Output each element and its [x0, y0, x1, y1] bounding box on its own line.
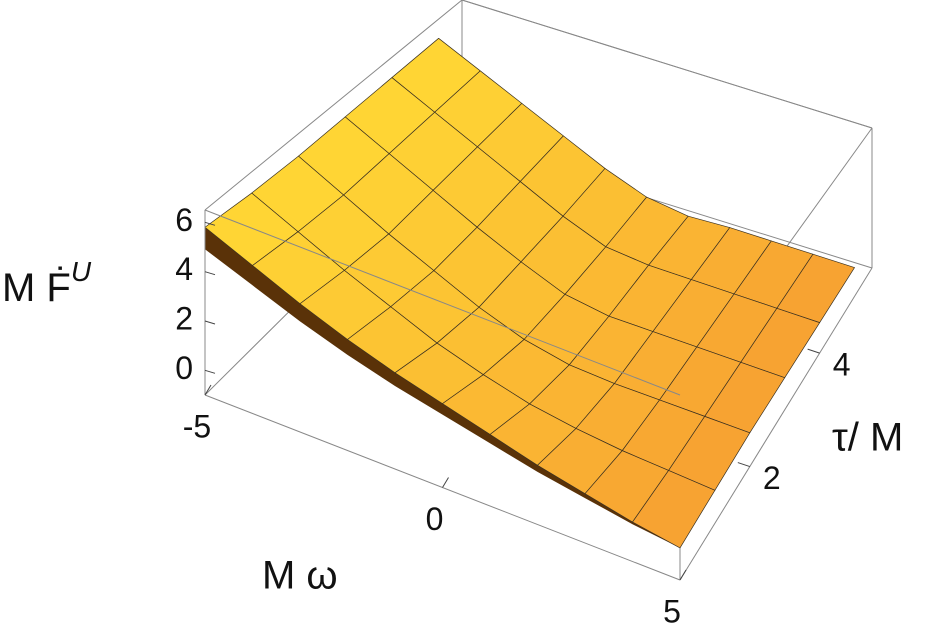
z-tick [204, 221, 216, 226]
z-axis-label-text: M Ḟ [2, 265, 71, 310]
box-edge [679, 267, 873, 581]
z-tick [204, 369, 216, 374]
box-edge [204, 209, 681, 396]
x-axis-label: M ω [262, 554, 338, 598]
x-tick [679, 569, 687, 581]
x-tick-label: 0 [426, 501, 444, 537]
z-tick-label: 2 [175, 300, 193, 336]
z-tick-label: 0 [175, 350, 193, 386]
z-tick [204, 271, 216, 276]
y-tick [807, 348, 820, 354]
y-tick [737, 462, 750, 468]
y-axis-label: τ/ M [832, 416, 903, 460]
y-tick-label: 2 [763, 460, 781, 496]
x-tick [442, 477, 449, 488]
surface-patch [632, 470, 716, 549]
z-tick-label: 6 [175, 202, 193, 238]
z-axis-label: M ḞU [2, 256, 92, 309]
x-tick-label: -5 [183, 408, 211, 444]
z-axis-label-sup: U [71, 256, 92, 287]
x-tick-label: 5 [663, 593, 681, 629]
box-edge [461, 0, 873, 129]
x-tick [204, 384, 212, 396]
y-tick-label: 4 [833, 347, 851, 383]
box-edge [204, 0, 463, 211]
z-tick [204, 320, 216, 325]
z-tick-label: 4 [175, 251, 193, 287]
